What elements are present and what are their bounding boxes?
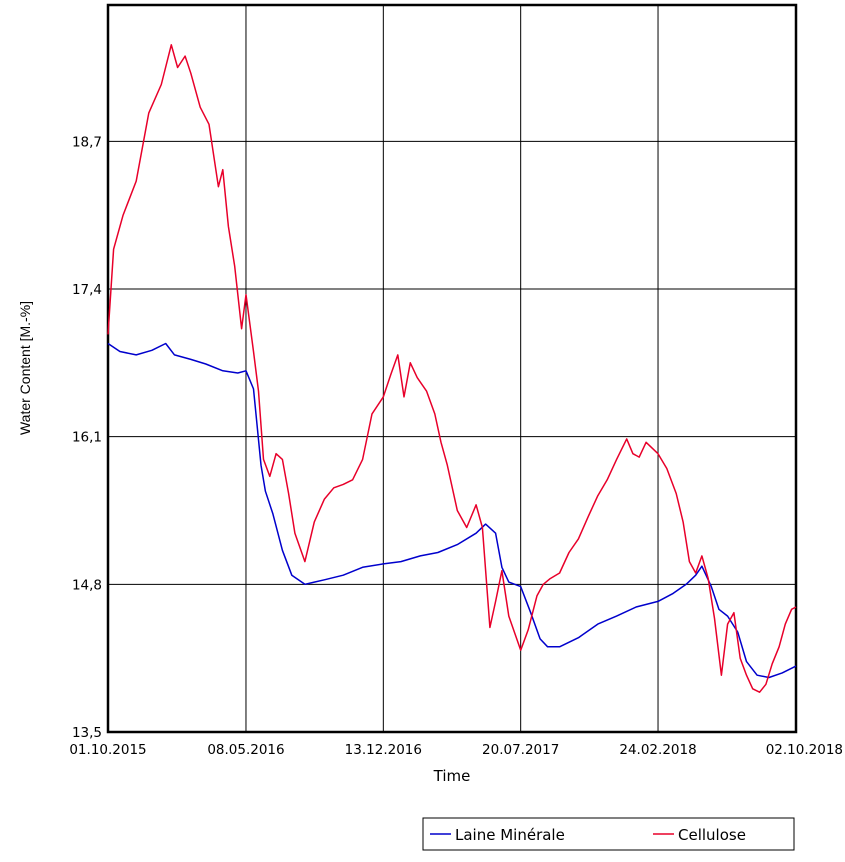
series-layer xyxy=(107,44,797,693)
x-tick-label: 02.10.2018 xyxy=(766,742,843,758)
legend: Laine Minérale Cellulose xyxy=(422,817,795,851)
x-tick-label: 01.10.2015 xyxy=(69,742,146,758)
y-tick-label: 18,7 xyxy=(72,134,102,150)
grid-lines xyxy=(108,5,796,732)
legend-box xyxy=(422,817,795,851)
y-tick-label: 13,5 xyxy=(72,725,102,741)
x-tick-label: 08.05.2016 xyxy=(207,742,284,758)
x-tick-label: 24.02.2018 xyxy=(619,742,696,758)
y-tick-label: 16,1 xyxy=(72,430,102,446)
x-tick-labels: 01.10.2015 08.05.2016 13.12.2016 20.07.2017… xyxy=(69,742,843,758)
y-tick-label: 14,8 xyxy=(72,577,102,593)
series-line-laine-minerale xyxy=(107,342,797,679)
y-tick-label: 17,4 xyxy=(72,282,102,298)
x-tick-label: 20.07.2017 xyxy=(482,742,559,758)
y-axis-title: Water Content [M.-%] xyxy=(17,301,33,435)
legend-label-laine-minerale: Laine Minérale xyxy=(455,826,565,844)
series-line-cellulose xyxy=(107,44,797,693)
x-axis-title: Time xyxy=(433,767,471,785)
y-tick-labels: 13,5 14,8 16,1 17,4 18,7 xyxy=(72,134,102,741)
plot-frame xyxy=(106,3,798,734)
legend-label-cellulose: Cellulose xyxy=(678,826,746,844)
x-tick-label: 13.12.2016 xyxy=(345,742,422,758)
